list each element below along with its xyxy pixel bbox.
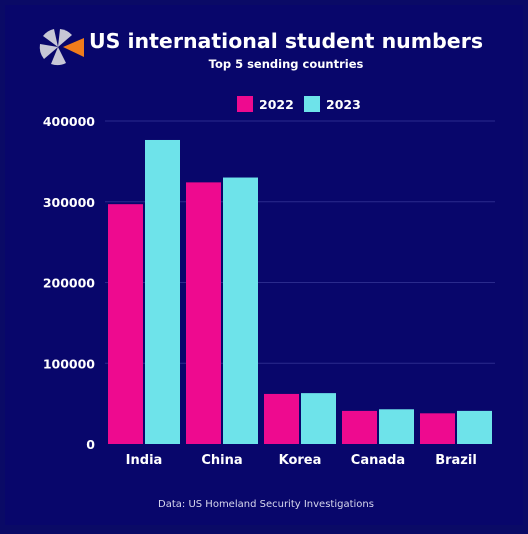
pinwheel-logo-icon [39, 29, 84, 66]
chart-subtitle: Top 5 sending countries [209, 57, 364, 71]
y-tick-label: 100000 [43, 356, 95, 371]
x-tick-label: Brazil [435, 453, 477, 468]
x-tick-label: Korea [279, 453, 322, 468]
bar-canada-2022 [342, 410, 377, 444]
bar-china-2022 [186, 182, 221, 444]
legend: 2022 2023 [237, 96, 361, 112]
y-tick-label: 200000 [43, 276, 95, 291]
bars [108, 139, 492, 444]
x-tick-label: India [126, 453, 163, 468]
bar-brazil-2023 [457, 410, 492, 444]
bar-korea-2022 [264, 393, 299, 444]
source-note: Data: US Homeland Security Investigation… [158, 499, 374, 510]
y-axis-ticks: 0 100000 200000 300000 400000 [43, 114, 95, 452]
bar-china-2023 [223, 177, 258, 444]
x-tick-label: China [201, 453, 242, 468]
y-tick-label: 300000 [43, 195, 95, 210]
legend-swatch-2022 [237, 96, 253, 112]
bar-india-2023 [145, 139, 180, 444]
x-axis-ticks: India China Korea Canada Brazil [126, 453, 477, 468]
bar-canada-2023 [379, 409, 414, 444]
legend-swatch-2023 [304, 96, 320, 112]
y-tick-label: 400000 [43, 114, 95, 129]
y-tick-label: 0 [86, 437, 95, 452]
chart-title: US international student numbers [89, 29, 483, 53]
bar-india-2022 [108, 204, 143, 444]
bar-brazil-2022 [420, 413, 455, 444]
legend-label-2023: 2023 [326, 97, 361, 112]
legend-label-2022: 2022 [259, 97, 294, 112]
x-tick-label: Canada [351, 453, 405, 468]
bar-korea-2023 [301, 393, 336, 444]
